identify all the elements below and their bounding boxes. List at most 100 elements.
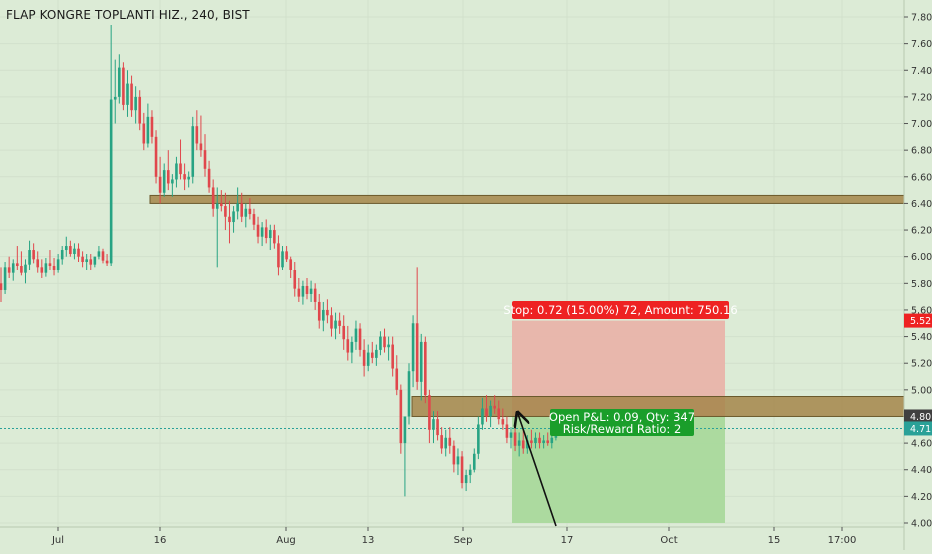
candle[interactable] xyxy=(301,280,305,305)
candle[interactable] xyxy=(260,222,264,247)
candle[interactable] xyxy=(542,435,545,449)
candle[interactable] xyxy=(252,208,256,231)
candle[interactable] xyxy=(7,256,11,278)
candle[interactable] xyxy=(407,363,411,425)
candle[interactable] xyxy=(501,408,505,430)
candle[interactable] xyxy=(199,115,203,157)
candle[interactable] xyxy=(109,24,113,267)
candle[interactable] xyxy=(505,416,509,444)
candle[interactable] xyxy=(546,432,550,446)
candle[interactable] xyxy=(358,323,362,357)
candle[interactable] xyxy=(472,448,476,473)
candle[interactable] xyxy=(113,59,117,124)
candle[interactable] xyxy=(154,130,158,184)
candle[interactable] xyxy=(215,187,219,268)
candle[interactable] xyxy=(387,336,390,361)
candle[interactable] xyxy=(432,411,435,444)
candle[interactable] xyxy=(64,236,68,257)
candle[interactable] xyxy=(69,240,72,257)
candle[interactable] xyxy=(297,277,301,302)
candle[interactable] xyxy=(456,448,460,476)
candle[interactable] xyxy=(513,424,517,452)
candle[interactable] xyxy=(464,469,468,492)
candle[interactable] xyxy=(138,90,142,131)
candle[interactable] xyxy=(228,200,231,244)
candle[interactable] xyxy=(305,277,309,300)
candle[interactable] xyxy=(105,254,109,267)
candle[interactable] xyxy=(36,251,40,273)
candle[interactable] xyxy=(293,262,297,297)
candle[interactable] xyxy=(48,250,52,270)
candle[interactable] xyxy=(330,307,333,337)
candle[interactable] xyxy=(211,179,215,217)
candle[interactable] xyxy=(60,246,64,265)
candle[interactable] xyxy=(244,203,248,228)
candle[interactable] xyxy=(481,397,484,430)
candle[interactable] xyxy=(179,139,182,180)
candle[interactable] xyxy=(44,258,48,277)
candle[interactable] xyxy=(236,187,239,220)
candle[interactable] xyxy=(379,331,382,356)
resistance-zone[interactable] xyxy=(149,194,905,204)
candle[interactable] xyxy=(224,192,227,231)
candle[interactable] xyxy=(264,219,268,244)
candle[interactable] xyxy=(232,206,235,233)
candle[interactable] xyxy=(0,267,3,302)
candle[interactable] xyxy=(485,395,488,422)
candle[interactable] xyxy=(350,336,354,364)
candles[interactable] xyxy=(0,24,558,497)
candle[interactable] xyxy=(3,262,7,294)
candle[interactable] xyxy=(134,86,137,124)
candle[interactable] xyxy=(89,254,93,270)
candle[interactable] xyxy=(81,251,84,268)
candle[interactable] xyxy=(240,192,244,223)
candle[interactable] xyxy=(285,246,288,263)
candle[interactable] xyxy=(130,75,133,117)
candle[interactable] xyxy=(362,339,366,377)
candle[interactable] xyxy=(448,427,452,454)
candle[interactable] xyxy=(317,293,321,329)
candle[interactable] xyxy=(521,429,525,454)
candle[interactable] xyxy=(534,432,537,449)
candle[interactable] xyxy=(20,251,23,276)
candle[interactable] xyxy=(158,156,162,204)
candle[interactable] xyxy=(28,240,31,270)
candle[interactable] xyxy=(142,112,146,151)
candle[interactable] xyxy=(326,299,329,324)
candle[interactable] xyxy=(440,427,443,454)
candle[interactable] xyxy=(322,301,325,332)
candle[interactable] xyxy=(313,283,317,310)
candle[interactable] xyxy=(52,258,56,276)
candle[interactable] xyxy=(497,400,501,425)
candle[interactable] xyxy=(24,259,27,284)
candle[interactable] xyxy=(73,243,76,260)
candle[interactable] xyxy=(40,259,44,278)
candle[interactable] xyxy=(403,416,407,497)
candle[interactable] xyxy=(419,333,423,401)
candle[interactable] xyxy=(256,216,260,244)
candle[interactable] xyxy=(289,256,292,278)
candle[interactable] xyxy=(399,384,403,454)
candle[interactable] xyxy=(203,134,207,177)
candle[interactable] xyxy=(489,400,492,428)
candle[interactable] xyxy=(538,432,541,449)
candle[interactable] xyxy=(334,312,337,340)
candle[interactable] xyxy=(395,355,399,396)
candle[interactable] xyxy=(517,432,521,457)
candle[interactable] xyxy=(101,248,105,264)
candle[interactable] xyxy=(11,259,15,281)
candle[interactable] xyxy=(166,150,170,191)
candle[interactable] xyxy=(126,70,129,117)
candle[interactable] xyxy=(183,163,186,191)
candle[interactable] xyxy=(509,427,513,449)
candle[interactable] xyxy=(281,246,284,270)
candle[interactable] xyxy=(77,243,80,263)
candle[interactable] xyxy=(146,103,150,148)
candle[interactable] xyxy=(16,246,19,270)
candle[interactable] xyxy=(273,224,276,249)
candle[interactable] xyxy=(118,54,121,104)
candle[interactable] xyxy=(85,254,88,270)
candle[interactable] xyxy=(460,451,464,489)
